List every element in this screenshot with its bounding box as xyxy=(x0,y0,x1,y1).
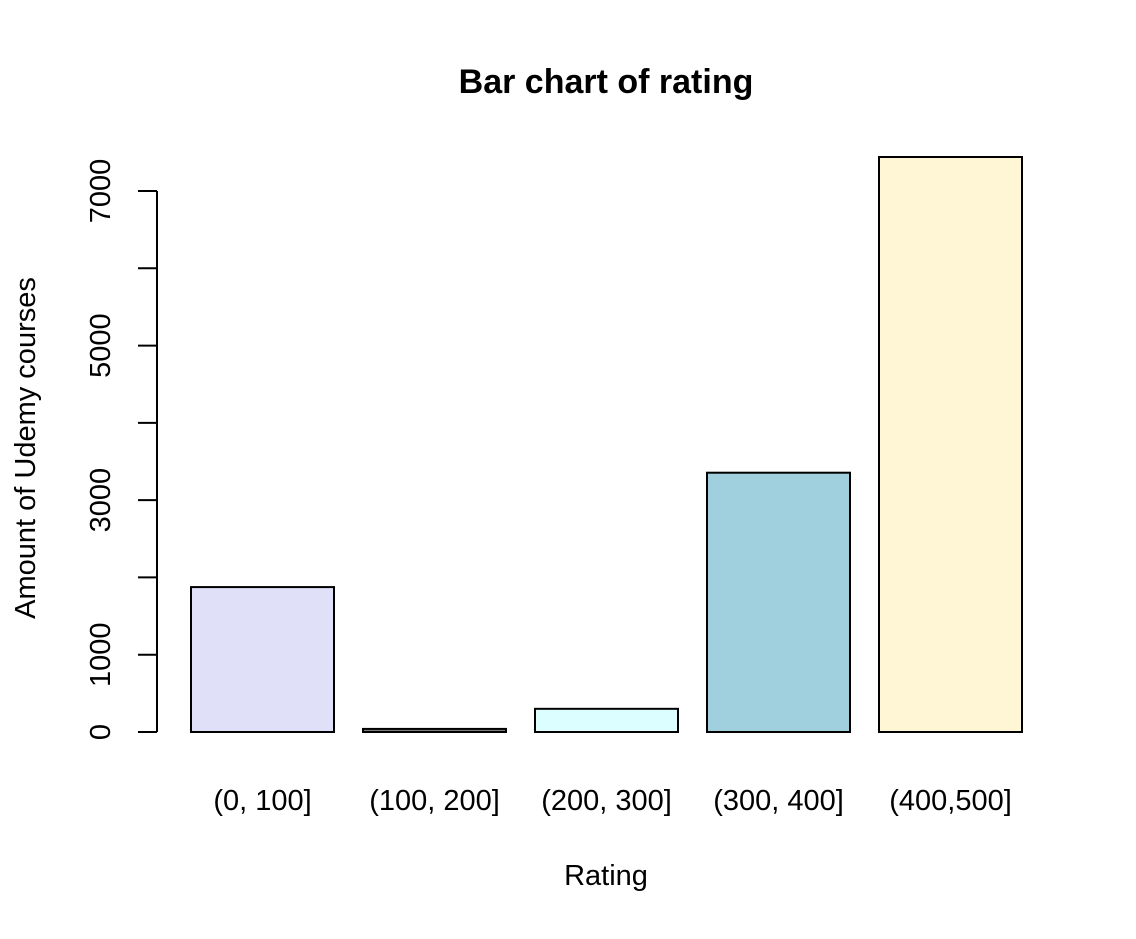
bar-1 xyxy=(190,586,335,733)
x-category-label: (0, 100] xyxy=(213,785,311,817)
x-category-label: (200, 300] xyxy=(541,785,672,817)
bar-2 xyxy=(362,727,507,734)
y-tick-label: 3000 xyxy=(85,468,117,533)
bar-4 xyxy=(706,471,851,733)
chart-title: Bar chart of rating xyxy=(459,63,754,101)
y-tick-label: 0 xyxy=(85,724,117,740)
y-axis-title: Amount of Udemy courses xyxy=(10,277,42,619)
x-axis-category-labels: (0, 100] (100, 200] (200, 300] (300, 400] (4… xyxy=(213,785,1011,817)
x-axis-title: Rating xyxy=(564,860,648,892)
x-category-label: (300, 400] xyxy=(713,785,844,817)
bar-5 xyxy=(878,156,1023,733)
y-tick-label: 7000 xyxy=(85,159,117,224)
bars-layer xyxy=(190,156,1023,734)
x-category-label: (100, 200] xyxy=(369,785,500,817)
y-axis: 0 1000 3000 5000 7000 xyxy=(85,159,158,740)
y-tick-label: 5000 xyxy=(85,313,117,378)
y-tick-label: 1000 xyxy=(85,622,117,687)
x-category-label: (400,500] xyxy=(889,785,1012,817)
bar-3 xyxy=(534,707,679,733)
